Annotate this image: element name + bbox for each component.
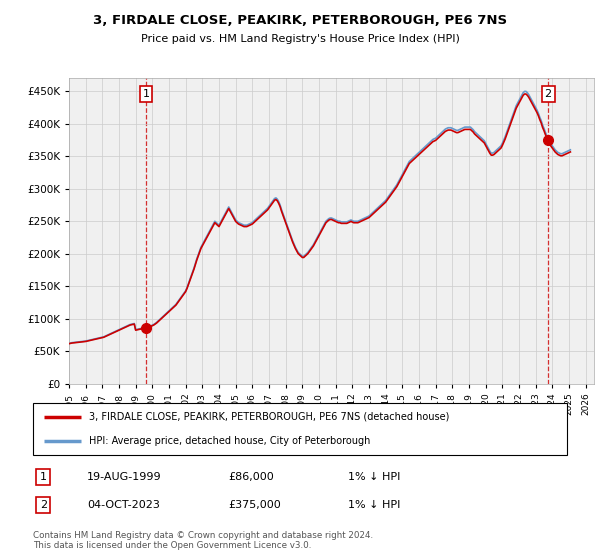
Text: 04-OCT-2023: 04-OCT-2023 xyxy=(87,500,160,510)
Text: 3, FIRDALE CLOSE, PEAKIRK, PETERBOROUGH, PE6 7NS: 3, FIRDALE CLOSE, PEAKIRK, PETERBOROUGH,… xyxy=(93,14,507,27)
Text: HPI: Average price, detached house, City of Peterborough: HPI: Average price, detached house, City… xyxy=(89,436,370,446)
Text: 3, FIRDALE CLOSE, PEAKIRK, PETERBOROUGH, PE6 7NS (detached house): 3, FIRDALE CLOSE, PEAKIRK, PETERBOROUGH,… xyxy=(89,412,449,422)
Text: £375,000: £375,000 xyxy=(228,500,281,510)
Text: £86,000: £86,000 xyxy=(228,472,274,482)
Text: Price paid vs. HM Land Registry's House Price Index (HPI): Price paid vs. HM Land Registry's House … xyxy=(140,34,460,44)
FancyBboxPatch shape xyxy=(33,403,567,455)
Text: 1% ↓ HPI: 1% ↓ HPI xyxy=(348,472,400,482)
Text: 1: 1 xyxy=(40,472,47,482)
Text: 19-AUG-1999: 19-AUG-1999 xyxy=(87,472,161,482)
Text: 1% ↓ HPI: 1% ↓ HPI xyxy=(348,500,400,510)
Text: 2: 2 xyxy=(545,89,552,99)
Text: 2: 2 xyxy=(40,500,47,510)
Text: Contains HM Land Registry data © Crown copyright and database right 2024.
This d: Contains HM Land Registry data © Crown c… xyxy=(33,531,373,550)
Text: 1: 1 xyxy=(143,89,149,99)
